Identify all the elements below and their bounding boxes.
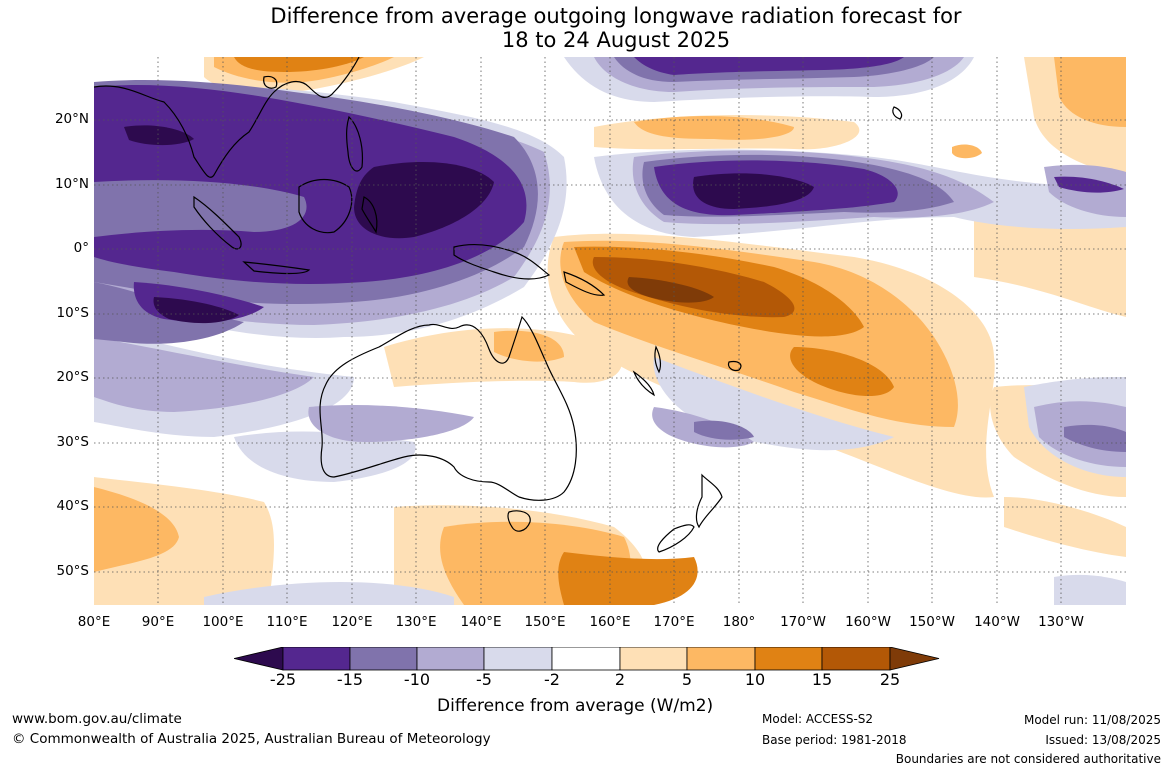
footer-issued: Issued: 13/08/2025 [1045,733,1161,747]
colorbar-bin-5-10 [686,647,756,671]
footer-base-period: Base period: 1981-2018 [762,733,907,747]
hawaii-coastline [892,106,903,120]
colorbar-extend-low [234,647,284,671]
colorbar-label-neg10: -10 [403,670,431,689]
colorbar-bin-2-5 [619,647,688,671]
solomon-islands-coastline [563,271,606,296]
title-line-2: 18 to 24 August 2025 [501,28,731,52]
colorbar-bin-neg5-neg2 [483,647,553,671]
lon-label-130w: 130°W [1038,614,1084,630]
lon-label-140e: 140°E [460,614,502,630]
hainan-coastline [263,75,278,89]
colorbar-bin-neg10-neg5 [416,647,485,671]
tasmania-coastline [507,510,531,532]
colorbar-bin-neg25-neg15 [282,647,351,671]
colorbar-label-neg5: -5 [476,670,492,689]
new-zealand-south-coastline [657,524,695,553]
title-line-1: Difference from average outgoing longwav… [270,4,962,28]
colorbar-label-5: 5 [681,670,693,689]
footer-model-run: Model run: 11/08/2025 [1023,713,1161,727]
negative-anomaly-regions [94,57,1126,605]
lon-label-180: 180° [722,614,756,630]
lon-label-80e: 80°E [77,614,111,630]
lon-label-130e: 130°E [395,614,437,630]
lat-label-20n: 20°N [54,111,89,127]
lon-label-160w: 160°W [845,614,891,630]
lon-label-160e: 160°E [589,614,631,630]
australia-coastline [319,315,577,501]
new-caledonia-coastline [632,370,655,397]
lon-label-150w: 150°W [909,614,955,630]
lat-label-10s: 10°S [56,305,90,321]
lon-label-170e: 170°E [653,614,695,630]
sulawesi-coastline [361,196,378,234]
colorbar-label-25: 25 [879,670,901,689]
colorbar-bin-neg2-2 [551,647,621,671]
lat-label-30s: 30°S [56,434,90,450]
lat-label-40s: 40°S [56,498,90,514]
borneo-coastline [298,178,353,234]
lon-label-90e: 90°E [141,614,175,630]
colorbar-extend-high [889,647,940,671]
lat-label-20s: 20°S [56,369,90,385]
asia-mainland-coastline [94,57,360,178]
lat-label-50s: 50°S [56,563,90,579]
lat-label-10n: 10°N [54,176,89,192]
fiji-coastline [727,360,742,372]
footer-copyright: © Commonwealth of Australia 2025, Austra… [12,731,491,747]
colorbar [234,647,940,671]
new-guinea-coastline [453,243,551,280]
lon-label-150e: 150°E [524,614,566,630]
lat-label-equator: 0° [73,240,89,256]
lon-label-100e: 100°E [202,614,244,630]
graticule [94,57,1126,605]
colorbar-label-2: 2 [614,670,626,689]
colorbar-title: Difference from average (W/m2) [437,696,714,716]
footer-model: Model: ACCESS-S2 [762,712,874,726]
vanuatu-coastline [654,345,662,374]
lon-label-110e: 110°E [266,614,308,630]
sumatra-coastline [193,195,242,250]
footer-url[interactable]: www.bom.gov.au/climate [12,711,182,727]
colorbar-bin-neg15-neg10 [349,647,418,671]
coastlines [94,57,903,553]
philippines-coastline [346,115,364,172]
colorbar-bin-15-25 [821,647,891,671]
lon-label-120e: 120°E [331,614,373,630]
colorbar-label-neg25: -25 [269,670,297,689]
map-canvas [94,57,1126,605]
colorbar-label-neg15: -15 [336,670,364,689]
anomaly-map [94,57,1126,605]
lon-label-170w: 170°W [780,614,826,630]
colorbar-label-15: 15 [811,670,833,689]
colorbar-label-10: 10 [744,670,766,689]
lon-label-140w: 140°W [974,614,1020,630]
new-zealand-north-coastline [695,473,723,529]
colorbar-label-neg2: -2 [544,670,560,689]
java-coastline [242,261,311,275]
map-title: Difference from average outgoing longwav… [0,4,1173,52]
colorbar-bin-10-15 [754,647,823,671]
footer-disclaimer: Boundaries are not considered authoritat… [895,752,1161,766]
